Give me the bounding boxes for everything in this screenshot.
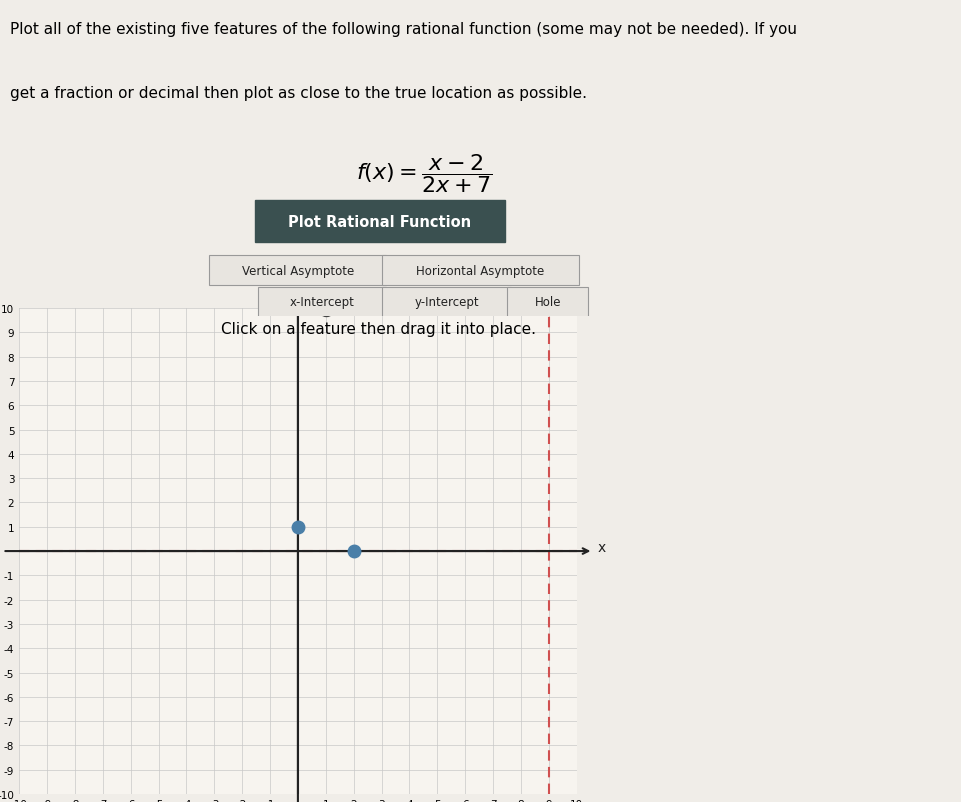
Text: Hole: Hole xyxy=(534,296,561,309)
Text: $f(x) = \dfrac{x - 2}{2x + 7}$: $f(x) = \dfrac{x - 2}{2x + 7}$ xyxy=(356,152,492,195)
Text: Plot Rational Function: Plot Rational Function xyxy=(288,214,471,229)
Text: Horizontal Asymptote: Horizontal Asymptote xyxy=(416,265,545,277)
Text: Click on a feature then drag it into place.: Click on a feature then drag it into pla… xyxy=(221,322,536,336)
FancyBboxPatch shape xyxy=(258,288,386,318)
FancyBboxPatch shape xyxy=(209,256,386,286)
Text: y: y xyxy=(304,287,311,302)
Text: x-Intercept: x-Intercept xyxy=(289,296,355,309)
FancyBboxPatch shape xyxy=(507,288,588,318)
FancyBboxPatch shape xyxy=(255,201,505,242)
FancyBboxPatch shape xyxy=(382,256,579,286)
Text: y-Intercept: y-Intercept xyxy=(414,296,480,309)
Text: Plot all of the existing five features of the following rational function (some : Plot all of the existing five features o… xyxy=(10,22,797,37)
Text: get a fraction or decimal then plot as close to the true location as possible.: get a fraction or decimal then plot as c… xyxy=(10,86,586,100)
Text: Vertical Asymptote: Vertical Asymptote xyxy=(242,265,354,277)
Text: x: x xyxy=(598,541,605,555)
FancyBboxPatch shape xyxy=(382,288,511,318)
